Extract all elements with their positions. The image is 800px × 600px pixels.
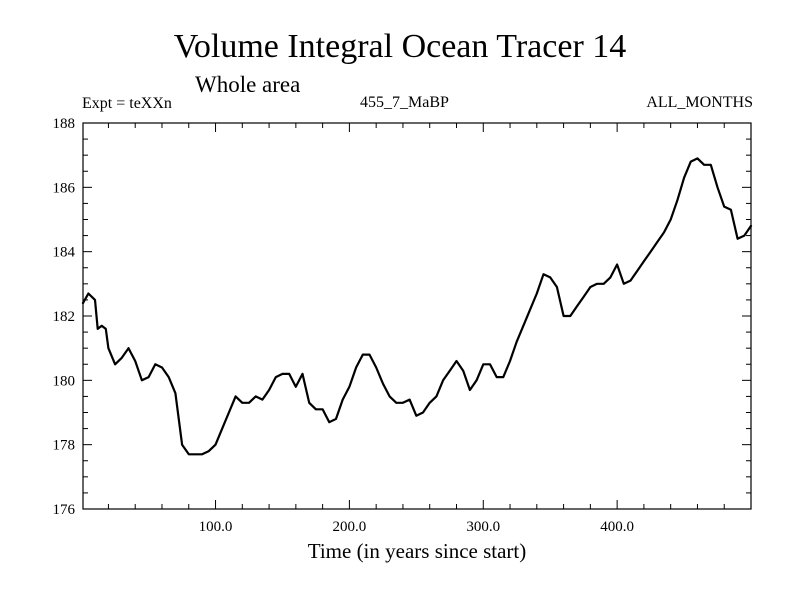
y-tick-label: 176 [53,502,76,518]
plot-frame [82,122,752,510]
experiment-label: Expt = teXXn [82,95,172,112]
y-tick-label: 188 [53,116,76,132]
series-line [81,157,753,456]
period-label: 455_7_MaBP [360,94,449,111]
x-tick-label: 200.0 [333,519,367,535]
y-tick-label: 178 [53,438,76,454]
x-axis-label: Time (in years since start) [308,539,527,563]
axis-ticks [83,122,751,510]
y-tick-label: 184 [53,245,76,261]
chart-title: Volume Integral Ocean Tracer 14 [173,28,627,65]
y-tick-label: 180 [53,373,76,389]
series-layer [81,157,753,456]
x-tick-label: 300.0 [466,519,500,535]
x-tick-label: 100.0 [199,519,233,535]
tick-labels: 176 178 180 182 184 186 188 100.0 200.0 300.0 400.… [53,116,635,535]
months-label: ALL_MONTHS [646,94,753,111]
x-tick-label: 400.0 [600,519,634,535]
y-tick-label: 182 [53,309,76,325]
chart-subtitle: Whole area [195,72,301,97]
y-tick-label: 186 [53,180,76,196]
